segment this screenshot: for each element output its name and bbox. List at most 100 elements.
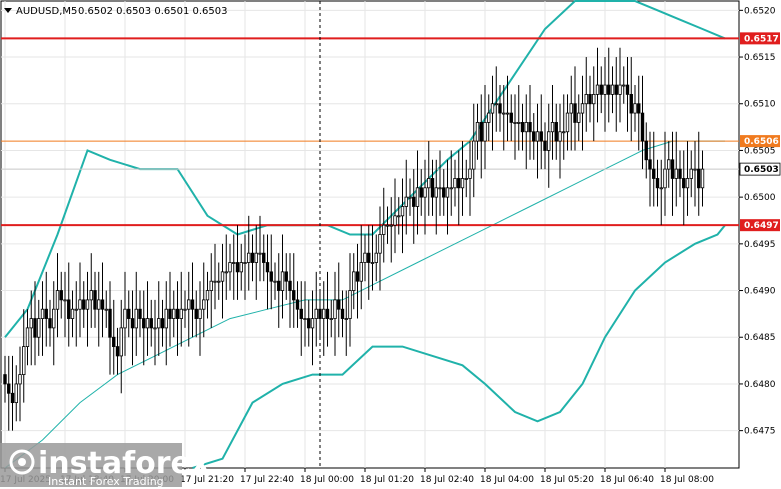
candle[interactable] — [112, 299, 116, 375]
candle[interactable] — [659, 159, 663, 226]
candle[interactable] — [93, 271, 97, 328]
candle[interactable] — [513, 94, 517, 160]
candle[interactable] — [614, 57, 618, 132]
candle[interactable] — [303, 281, 307, 347]
candle[interactable] — [648, 131, 652, 207]
candle[interactable] — [14, 365, 18, 422]
candle[interactable] — [475, 103, 480, 160]
price-axis[interactable]: 0.6520 0.6515 0.6510 0.6505 0.6500 0.6495 0.64… — [739, 6, 781, 437]
candle[interactable] — [340, 290, 345, 338]
candle[interactable] — [179, 271, 183, 347]
candle[interactable] — [280, 234, 285, 319]
candle[interactable] — [603, 57, 607, 132]
candle[interactable] — [550, 85, 555, 160]
candle[interactable] — [232, 234, 236, 300]
candle[interactable] — [547, 103, 551, 188]
candle[interactable] — [202, 262, 206, 338]
candle[interactable] — [520, 103, 525, 151]
candle[interactable] — [629, 57, 633, 142]
candle[interactable] — [633, 85, 637, 132]
candle[interactable] — [565, 94, 570, 151]
candle[interactable] — [307, 299, 311, 347]
candle[interactable] — [44, 271, 48, 347]
candle[interactable] — [142, 290, 146, 366]
candle[interactable] — [393, 178, 397, 254]
candle[interactable] — [637, 75, 641, 151]
candle[interactable] — [209, 253, 213, 328]
candle[interactable] — [573, 66, 577, 151]
candle[interactable] — [329, 299, 333, 338]
candle[interactable] — [333, 271, 337, 356]
candle[interactable] — [682, 150, 686, 226]
candle[interactable] — [205, 271, 210, 319]
candle[interactable] — [337, 262, 341, 338]
candle[interactable] — [100, 262, 105, 338]
candle[interactable] — [445, 159, 450, 235]
candle[interactable] — [130, 290, 135, 366]
candle[interactable] — [408, 178, 412, 216]
candle[interactable] — [22, 309, 26, 403]
candle[interactable] — [697, 131, 701, 216]
candle[interactable] — [277, 253, 281, 328]
candle[interactable] — [625, 57, 630, 132]
candle[interactable] — [29, 290, 33, 366]
candle[interactable] — [145, 281, 150, 356]
candle[interactable] — [235, 225, 240, 300]
candle[interactable] — [464, 159, 468, 198]
candle[interactable] — [295, 281, 300, 328]
candle[interactable] — [457, 150, 461, 226]
candle[interactable] — [123, 271, 127, 356]
candle[interactable] — [78, 262, 82, 338]
candle[interactable] — [10, 355, 15, 431]
candle[interactable] — [172, 290, 176, 338]
candle[interactable] — [104, 290, 108, 328]
candle[interactable] — [528, 85, 532, 160]
candle[interactable] — [397, 197, 401, 235]
candle[interactable] — [610, 66, 615, 114]
candle[interactable] — [258, 215, 262, 282]
candle[interactable] — [382, 187, 386, 263]
candles[interactable] — [3, 47, 705, 431]
candle[interactable] — [517, 85, 521, 151]
candle[interactable] — [370, 225, 375, 291]
candle[interactable] — [670, 131, 675, 216]
candle[interactable] — [97, 271, 101, 347]
candle[interactable] — [415, 150, 420, 235]
candle[interactable] — [502, 85, 506, 151]
candle[interactable] — [254, 225, 258, 300]
candle[interactable] — [652, 131, 656, 207]
candle[interactable] — [149, 299, 153, 347]
candle[interactable] — [3, 355, 7, 403]
candle[interactable] — [59, 271, 63, 319]
candle[interactable] — [588, 75, 592, 123]
candle[interactable] — [18, 346, 22, 422]
candle[interactable] — [595, 47, 600, 123]
candle[interactable] — [535, 103, 540, 179]
candle[interactable] — [419, 169, 423, 216]
candle[interactable] — [460, 141, 465, 216]
candle[interactable] — [532, 113, 536, 160]
candle[interactable] — [48, 299, 52, 347]
candle[interactable] — [269, 234, 273, 310]
candle[interactable] — [37, 299, 41, 356]
candle[interactable] — [359, 225, 363, 310]
candle[interactable] — [655, 159, 660, 207]
candle[interactable] — [584, 57, 588, 132]
candle[interactable] — [434, 159, 438, 235]
candle[interactable] — [63, 271, 67, 338]
candle[interactable] — [224, 234, 228, 300]
candle[interactable] — [190, 262, 195, 338]
candle[interactable] — [310, 290, 315, 366]
candle[interactable] — [243, 234, 247, 300]
candle[interactable] — [160, 299, 165, 347]
candle[interactable] — [198, 281, 202, 356]
candle[interactable] — [363, 234, 367, 282]
candle[interactable] — [344, 290, 348, 356]
candle[interactable] — [213, 243, 217, 310]
candle[interactable] — [262, 234, 266, 282]
candle[interactable] — [85, 271, 90, 347]
candle[interactable] — [468, 141, 472, 216]
candle[interactable] — [562, 94, 566, 160]
candle[interactable] — [674, 131, 678, 207]
candle[interactable] — [618, 47, 622, 123]
